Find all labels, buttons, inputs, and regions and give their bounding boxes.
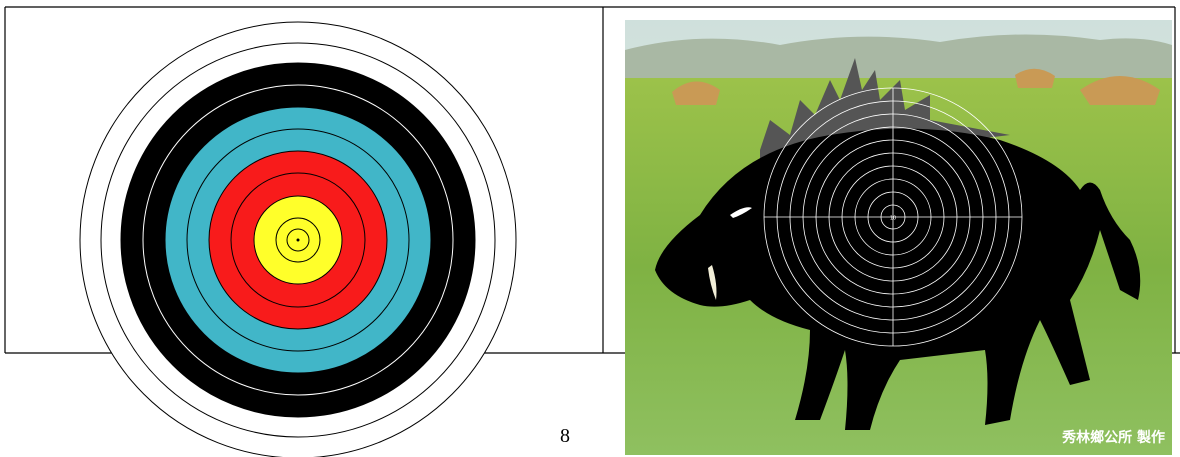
archery-target bbox=[80, 22, 516, 457]
page: 10 秀林鄉公所 製作 8 bbox=[0, 0, 1180, 457]
page-number: 8 bbox=[560, 425, 570, 447]
image-credit: 秀林鄉公所 製作 bbox=[1061, 429, 1165, 446]
boar-target-image: 10 秀林鄉公所 製作 bbox=[625, 20, 1172, 455]
document: 10 秀林鄉公所 製作 8 bbox=[0, 0, 1180, 457]
ring-center-label: 10 bbox=[890, 216, 896, 222]
